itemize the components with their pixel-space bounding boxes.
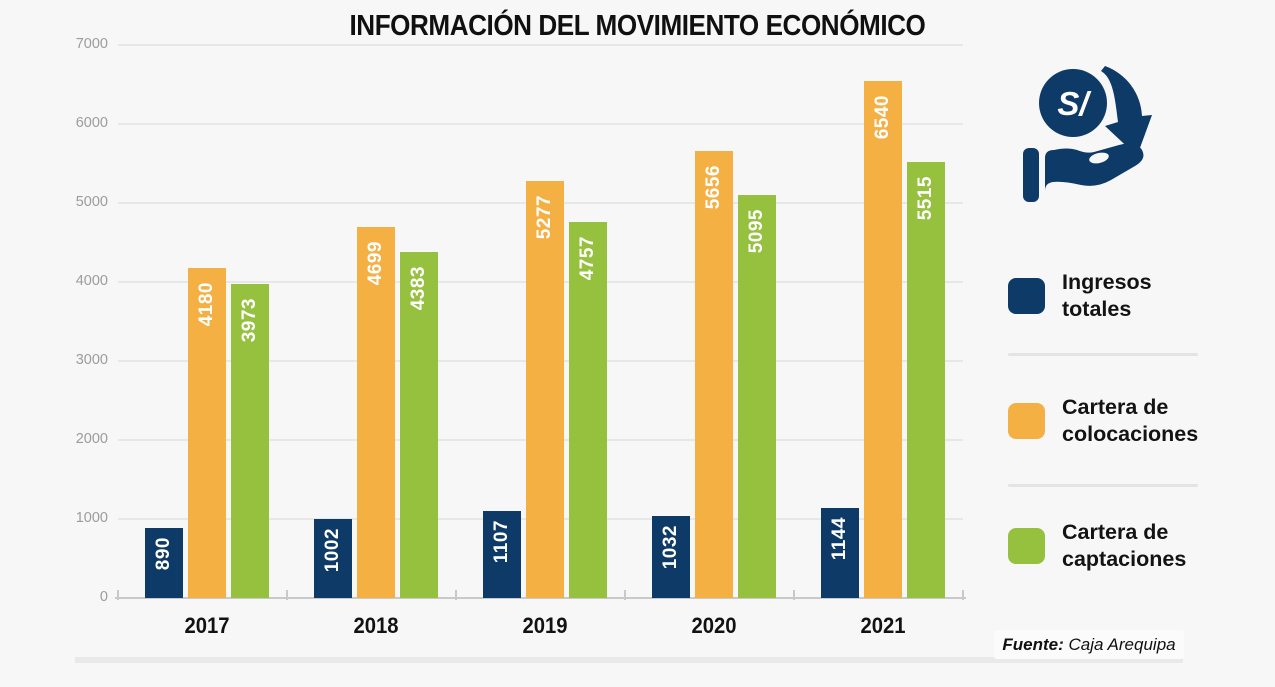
gridline-6000 [118,123,963,125]
bar-value-label: 4383 [408,266,429,311]
legend-label: Cartera de colocaciones [1062,395,1199,446]
y-tick-label: 7000 [75,36,108,52]
bar-value-label: 1107 [491,520,512,564]
x-category-label: 2021 [860,613,906,638]
legend-item-ingresos: Ingresos totales [1008,268,1228,324]
x-category-label: 2017 [184,613,230,638]
x-axis-tick [117,590,119,600]
x-axis-tick [962,590,964,600]
bar-value-label: 5277 [534,195,555,240]
y-tick-label: 5000 [75,194,108,210]
bar-2020-cartera-de-captaciones: 5095 [738,195,776,598]
bar-value-label: 5095 [746,209,767,254]
bar-2018-cartera-de-captaciones: 4383 [400,252,438,598]
bar-2021-cartera-de-colocaciones: 6540 [864,81,902,598]
bar-2019-cartera-de-captaciones: 4757 [569,222,607,598]
bar-2019-cartera-de-colocaciones: 5277 [526,181,564,598]
bar-2019-ingresos-totales: 1107 [483,511,521,598]
page-title: INFORMACIÓN DEL MOVIMIENTO ECONÓMICO [349,10,926,42]
coin-circle [1039,69,1107,137]
source-prefix: Fuente: [1002,634,1064,654]
gridline-7000 [118,44,963,46]
bar-chart-plot-area: 890 4180 3973 1002 4699 4383 1107 5277 4757 1032 5… [115,44,966,600]
legend-swatch [1008,528,1045,564]
x-category-label: 2018 [353,613,399,638]
y-tick-label: 0 [99,589,108,605]
bar-value-label: 4757 [577,236,598,281]
x-axis-line [115,597,966,599]
y-tick-label: 2000 [75,431,108,447]
bottom-divider [75,657,1183,663]
hand-cuff [1023,148,1039,202]
bar-2021-cartera-de-captaciones: 5515 [907,162,945,598]
x-axis-tick [624,590,626,600]
hand-palm [1045,143,1144,203]
currency-symbol: S/ [1057,85,1092,122]
legend-label: Cartera de captaciones [1062,520,1187,571]
x-axis-tick [286,590,288,600]
legend-item-cartera-de: Cartera de colocaciones [1008,393,1228,449]
bar-2017-ingresos-totales: 890 [145,528,183,598]
legend-label: Ingresos totales [1062,270,1152,321]
source-text: Caja Arequipa [1063,634,1176,654]
bar-2017-cartera-de-captaciones: 3973 [231,284,269,598]
arrow-down-icon [1101,66,1152,156]
x-category-label: 2020 [691,613,737,638]
bar-value-label: 6540 [872,95,893,140]
legend-divider [1008,353,1198,356]
bar-value-label: 1002 [322,528,343,573]
legend-divider [1008,484,1198,487]
bar-value-label: 890 [153,537,174,571]
x-category-label: 2019 [522,613,568,638]
bar-value-label: 5656 [703,165,724,210]
legend-item-cartera-de: Cartera de captaciones [1008,518,1228,574]
x-axis-tick [793,590,795,600]
bar-2020-ingresos-totales: 1032 [652,516,690,598]
bar-2020-cartera-de-colocaciones: 5656 [695,151,733,598]
bar-value-label: 4180 [196,282,217,327]
bar-value-label: 4699 [365,241,386,286]
x-axis-tick [455,590,457,600]
bar-value-label: 5515 [915,176,936,221]
source-note: Fuente: Caja Arequipa [994,630,1184,659]
bar-2018-ingresos-totales: 1002 [314,519,352,598]
bar-value-label: 1144 [829,517,850,561]
bar-value-label: 1032 [660,525,681,570]
y-tick-label: 1000 [75,510,108,526]
hand-thumb-notch [1089,152,1109,164]
legend-swatch [1008,278,1045,314]
y-tick-label: 6000 [75,115,108,131]
bar-2017-cartera-de-colocaciones: 4180 [188,268,226,598]
money-hand-icon: S/ [1023,66,1152,203]
y-tick-label: 3000 [75,352,108,368]
y-tick-label: 4000 [75,273,108,289]
bar-2018-cartera-de-colocaciones: 4699 [357,227,395,598]
bar-value-label: 3973 [239,298,260,343]
legend-swatch [1008,403,1045,439]
bar-2021-ingresos-totales: 1144 [821,508,859,598]
